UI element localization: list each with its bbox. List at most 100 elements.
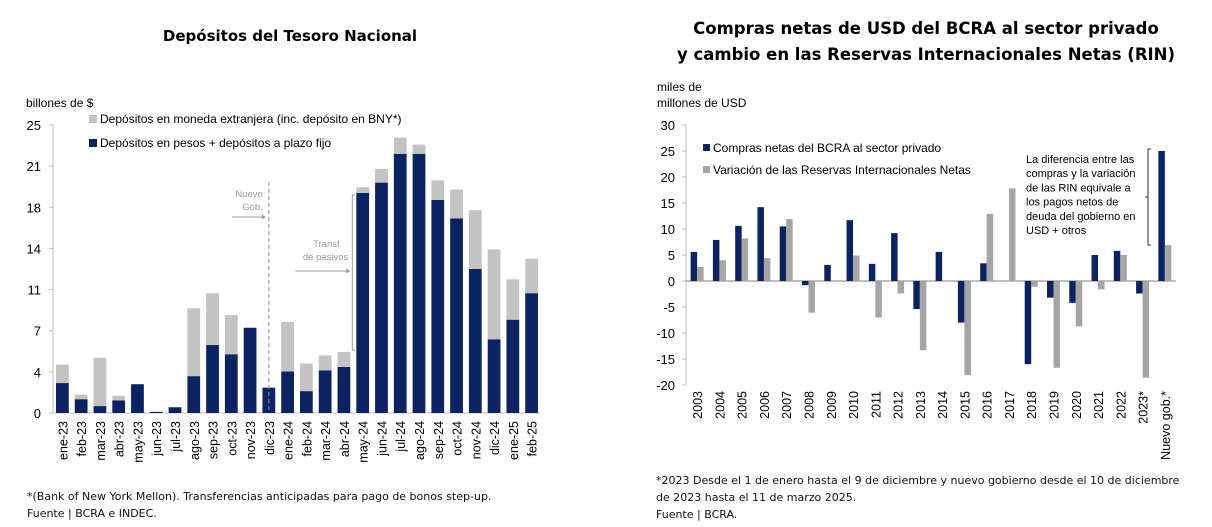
bar-compras-netas <box>802 281 809 286</box>
bar-moneda-extranjera <box>506 279 520 320</box>
bar-moneda-extranjera <box>487 249 501 340</box>
x-tick-label: nov-23 <box>244 421 258 459</box>
y-tick-label: 0 <box>34 406 41 421</box>
bar-pesos <box>356 192 370 413</box>
bar-pesos <box>431 199 445 413</box>
right-footnote-source: Fuente | BCRA. <box>656 508 738 521</box>
x-tick-label: 2007 <box>780 391 794 419</box>
y-tick-label: 15 <box>661 196 675 211</box>
annotation-bracket <box>1145 148 1151 246</box>
x-tick-label: dic-24 <box>488 421 502 455</box>
x-tick-label: 2008 <box>803 391 817 419</box>
x-tick-label: mar-24 <box>319 421 333 461</box>
annotation-text-line: La diferencia entre las <box>1026 154 1135 166</box>
x-tick-label: 2009 <box>825 391 839 419</box>
bar-moneda-extranjera <box>468 210 482 269</box>
annotation-text-line: compras y la variación <box>1026 168 1135 180</box>
left-chart-svg: billones de $ 0 4 7 11 14 18 21 25 ene-23 feb-23 ma… <box>26 96 541 463</box>
x-tick-label: Nuevo gob.* <box>1159 391 1173 460</box>
annotation-text-line: de las RIN equivale a <box>1026 182 1131 194</box>
bar-compras-netas <box>757 207 764 281</box>
y-tick-label: 18 <box>27 200 41 215</box>
bar-pesos <box>375 182 388 413</box>
bar-moneda-extranjera <box>206 293 219 346</box>
bar-moneda-extranjera <box>93 357 107 407</box>
x-tick-label: feb-25 <box>526 421 540 456</box>
bar-moneda-extranjera <box>412 144 426 154</box>
bar-variacion-rin <box>719 260 726 281</box>
bar-moneda-extranjera <box>187 308 201 377</box>
legend-label: Depósitos en moneda extranjera (inc. dep… <box>100 112 402 126</box>
bar-moneda-extranjera <box>375 168 388 183</box>
y-tick-label: 21 <box>27 159 41 174</box>
x-tick-label: ene-23 <box>56 421 70 460</box>
bar-compras-netas <box>913 281 920 310</box>
x-tick-label: ene-25 <box>507 421 521 460</box>
right-footnote: *2023 Desde el 1 de enero hasta el 9 de … <box>656 472 1212 523</box>
x-tick-label: jul-24 <box>394 421 408 453</box>
legend-label: Compras netas del BCRA al sector privado <box>713 141 941 155</box>
x-tick-label: oct-23 <box>225 421 239 456</box>
x-tick-label: 2020 <box>1070 391 1084 419</box>
bar-moneda-extranjera <box>525 258 538 294</box>
bar-compras-netas <box>824 264 831 281</box>
bar-variacion-rin <box>1008 188 1016 281</box>
x-tick-label: nov-24 <box>469 421 483 459</box>
bar-variacion-rin <box>986 213 994 281</box>
bar-pesos <box>487 339 501 413</box>
bar-variacion-rin <box>875 281 882 318</box>
bar-variacion-rin <box>919 281 927 351</box>
legend-swatch <box>89 139 97 147</box>
x-tick-label: feb-23 <box>75 421 89 456</box>
y-tick-label: 25 <box>661 144 675 159</box>
right-footnote-line-1: *2023 Desde el 1 de enero hasta el 9 de … <box>656 474 1180 487</box>
annotation-text-line: los pagos netos de <box>1026 197 1118 209</box>
bar-compras-netas <box>690 251 698 281</box>
bar-moneda-extranjera <box>431 180 445 200</box>
y-axis-label: billones de $ <box>26 96 94 110</box>
bar-compras-netas <box>735 225 742 281</box>
bar-moneda-extranjera <box>450 189 463 219</box>
x-tick-label: may-23 <box>131 421 145 463</box>
x-tick-label: mar-23 <box>94 421 108 461</box>
arrow-head-icon <box>261 214 266 220</box>
x-tick-label: 2019 <box>1048 391 1062 419</box>
legend-label: Depósitos en pesos + depósitos a plazo f… <box>100 136 331 150</box>
bar-pesos <box>393 153 407 414</box>
bar-variacion-rin <box>763 258 771 281</box>
bar-pesos <box>74 399 88 413</box>
bar-compras-netas <box>779 226 787 281</box>
x-tick-label: ago-24 <box>413 421 427 460</box>
bar-pesos <box>93 406 107 413</box>
bar-compras-netas <box>1024 281 1032 365</box>
y-tick-label: -10 <box>656 326 675 341</box>
x-tick-label: jun-24 <box>375 421 389 457</box>
annotation-text-line: deuda del gobierno en <box>1026 211 1135 223</box>
bar-moneda-extranjera <box>337 351 351 367</box>
y-tick-label: 4 <box>34 365 41 380</box>
left-chart-title: Depósitos del Tesoro Nacional <box>162 27 418 45</box>
x-tick-label: sep-23 <box>207 421 221 459</box>
bar-compras-netas <box>1047 281 1054 298</box>
bar-pesos <box>149 411 163 413</box>
bar-moneda-extranjera <box>318 355 332 371</box>
bar-variacion-rin <box>1031 281 1038 287</box>
legend-swatch <box>703 144 710 151</box>
annotation-text: Transf. <box>313 239 342 250</box>
x-tick-label: 2012 <box>892 391 906 419</box>
bar-moneda-extranjera <box>56 364 69 384</box>
bar-compras-netas <box>891 233 898 281</box>
bar-pesos <box>243 327 257 413</box>
bar-pesos <box>337 366 351 413</box>
bar-compras-netas <box>1113 250 1121 281</box>
right-footnote-line-2: de 2023 hasta el 11 de marzo 2025. <box>656 491 857 504</box>
x-tick-label: 2005 <box>736 391 750 419</box>
y-axis-label-line-2: millones de USD <box>657 96 747 110</box>
right-chart-title-line-2: y cambio en las Reservas Internacionales… <box>676 45 1176 64</box>
left-footnote-source: Fuente | BCRA e INDEC. <box>27 507 157 520</box>
bar-variacion-rin <box>1120 255 1127 281</box>
x-tick-label: ene-24 <box>282 421 296 460</box>
bar-moneda-extranjera <box>224 315 238 355</box>
bar-moneda-extranjera <box>281 321 294 372</box>
x-tick-label: 2015 <box>958 391 972 419</box>
